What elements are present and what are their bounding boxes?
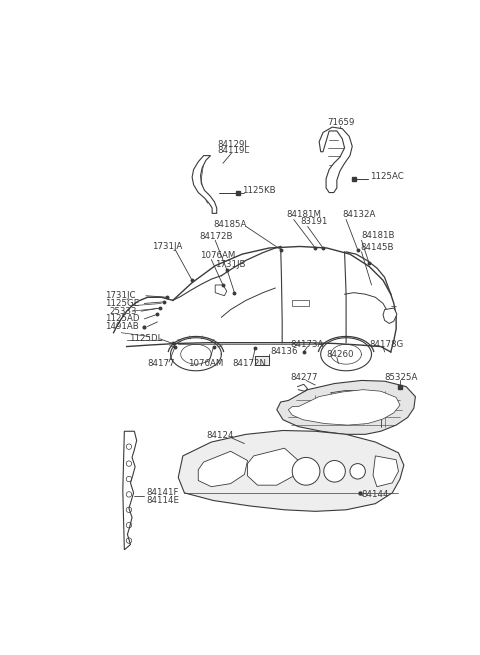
Text: 84172B: 84172B xyxy=(200,232,233,241)
Text: 84132A: 84132A xyxy=(342,210,376,219)
Text: 1731JC: 1731JC xyxy=(105,291,135,300)
Circle shape xyxy=(350,464,365,479)
Text: 71659: 71659 xyxy=(327,118,354,127)
Polygon shape xyxy=(198,451,248,487)
Text: 1125AC: 1125AC xyxy=(370,172,404,181)
Polygon shape xyxy=(248,448,299,485)
Bar xyxy=(292,301,309,306)
Text: 1731JA: 1731JA xyxy=(152,242,182,251)
Text: 1076AM: 1076AM xyxy=(188,359,224,368)
Text: 84185A: 84185A xyxy=(214,220,247,229)
Text: 1125KB: 1125KB xyxy=(242,186,276,195)
Text: 84145B: 84145B xyxy=(360,243,394,252)
Polygon shape xyxy=(178,430,404,512)
Text: 84114E: 84114E xyxy=(146,496,179,505)
Text: 84181B: 84181B xyxy=(361,231,395,240)
Text: 1076AM: 1076AM xyxy=(200,252,235,260)
Text: 84119L: 84119L xyxy=(217,147,250,155)
Polygon shape xyxy=(123,431,137,550)
Text: 84172N: 84172N xyxy=(232,359,266,368)
Polygon shape xyxy=(255,356,269,365)
Text: 1125DL: 1125DL xyxy=(129,334,162,343)
Circle shape xyxy=(324,460,345,482)
Text: 84141F: 84141F xyxy=(146,489,179,497)
Text: 84277: 84277 xyxy=(291,373,318,382)
Polygon shape xyxy=(383,308,397,324)
Text: 84178G: 84178G xyxy=(369,340,404,348)
Polygon shape xyxy=(373,456,398,487)
Text: 1731JB: 1731JB xyxy=(215,261,246,269)
Text: 84136: 84136 xyxy=(271,346,298,356)
Text: 84181M: 84181M xyxy=(286,210,321,219)
Polygon shape xyxy=(192,156,217,214)
Text: 83191: 83191 xyxy=(300,217,327,227)
Text: 84177: 84177 xyxy=(147,359,175,368)
Text: 84124: 84124 xyxy=(206,432,233,440)
Polygon shape xyxy=(319,127,352,193)
Text: 84260: 84260 xyxy=(327,350,354,359)
Polygon shape xyxy=(277,381,415,434)
Text: 84173A: 84173A xyxy=(291,340,324,348)
Text: 1125GE: 1125GE xyxy=(105,299,139,308)
Text: 84144: 84144 xyxy=(361,490,389,499)
Text: 84129L: 84129L xyxy=(217,140,250,149)
Circle shape xyxy=(292,457,320,485)
Text: 85325A: 85325A xyxy=(384,373,418,382)
Polygon shape xyxy=(215,285,227,296)
Text: 25333: 25333 xyxy=(109,307,136,316)
Text: 1125AD: 1125AD xyxy=(105,314,140,324)
Text: 1491AB: 1491AB xyxy=(105,322,139,331)
Polygon shape xyxy=(288,390,400,425)
